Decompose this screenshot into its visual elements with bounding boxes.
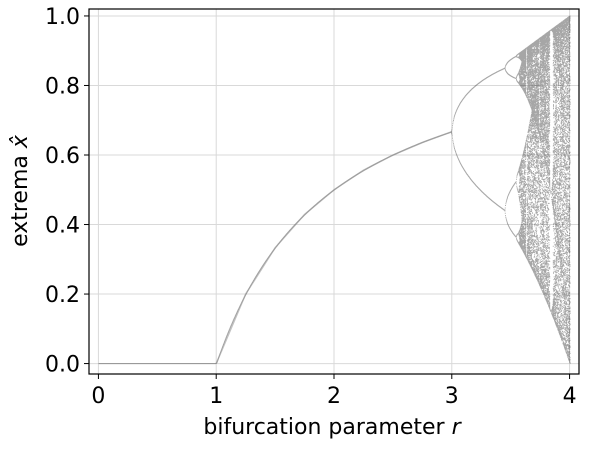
- data-points: [98, 15, 571, 365]
- x-axis-label: bifurcation parameter r: [203, 415, 462, 440]
- y-axis-label: extrema x̂: [8, 134, 33, 247]
- x-axis-label-var: r: [452, 415, 463, 440]
- grid: [89, 9, 579, 374]
- bifurcation-points: [98, 15, 571, 365]
- x-tick-label: 4: [563, 384, 577, 409]
- x-tick-label: 3: [445, 384, 459, 409]
- y-tick-label: 0.2: [45, 283, 80, 308]
- y-axis-label-text: extrema: [8, 155, 33, 247]
- x-axis-label-text: bifurcation parameter: [203, 415, 445, 440]
- x-tick-label: 2: [327, 384, 341, 409]
- x-tick-label: 0: [91, 384, 105, 409]
- ticks: 0 1 2 3 4 0.0 0.2 0.4 0.6 0.8 1.0: [45, 5, 577, 409]
- x-tick-label: 1: [209, 384, 223, 409]
- y-tick-label: 0.6: [45, 144, 80, 169]
- y-tick-label: 0.4: [45, 214, 80, 239]
- series-branch: [215, 130, 453, 364]
- y-tick-label: 1.0: [45, 5, 80, 30]
- y-tick-label: 0.8: [45, 74, 80, 99]
- y-axis-label-var: x̂: [8, 134, 33, 149]
- y-tick-label: 0.0: [45, 353, 80, 378]
